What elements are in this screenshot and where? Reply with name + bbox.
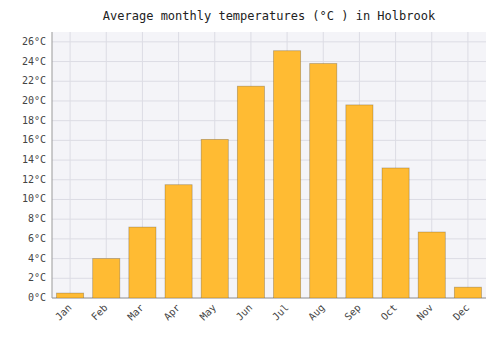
- chart-title: Average monthly temperatures (°C ) in Ho…: [103, 9, 436, 23]
- y-tick-label: 4°C: [28, 253, 46, 264]
- y-tick-label: 18°C: [22, 115, 46, 126]
- x-grid-line: [70, 32, 71, 298]
- y-grid-line: [52, 160, 486, 161]
- y-grid-line: [52, 61, 486, 62]
- y-grid-line: [52, 199, 486, 200]
- y-tick-label: 12°C: [22, 174, 46, 185]
- x-tick-label: Feb: [89, 302, 110, 323]
- y-grid-line: [52, 179, 486, 180]
- x-tick-label: Oct: [379, 302, 400, 323]
- y-tick-label: 14°C: [22, 154, 46, 165]
- y-grid-line: [52, 81, 486, 82]
- x-tick-label: Aug: [306, 302, 327, 323]
- y-tick-label: 26°C: [22, 36, 46, 47]
- y-tick-label: 6°C: [28, 233, 46, 244]
- bar: [93, 259, 120, 298]
- x-tick-label: Sep: [342, 302, 363, 323]
- bar: [454, 287, 481, 298]
- x-tick-label: Nov: [415, 302, 436, 323]
- bar: [57, 293, 84, 298]
- axes: 0°C 2°C 4°C 6°C 8°C 10°C 12°C 14°C 16°C 18°C 20°C 2…: [22, 32, 486, 322]
- y-axis-line: [52, 32, 53, 298]
- x-tick-label: Mar: [125, 302, 146, 323]
- x-tick-label: May: [198, 302, 219, 323]
- bar: [201, 139, 228, 298]
- x-tick-label: Dec: [451, 302, 472, 323]
- x-tick-label: Apr: [162, 302, 183, 323]
- chart-container: 0°C 2°C 4°C 6°C 8°C 10°C 12°C 14°C 16°C 18°C 20°C 2…: [0, 0, 500, 350]
- bar: [237, 86, 264, 298]
- x-grid-line: [467, 32, 468, 298]
- y-grid-line: [52, 219, 486, 220]
- y-tick-label: 2°C: [28, 272, 46, 283]
- y-grid-line: [52, 140, 486, 141]
- y-tick-label: 16°C: [22, 134, 46, 145]
- x-grid-line: [106, 32, 107, 298]
- x-tick-label: Jun: [234, 302, 255, 323]
- bar: [382, 168, 409, 298]
- y-tick-label: 0°C: [28, 292, 46, 303]
- x-tick-label: Jan: [53, 302, 74, 323]
- y-grid-line: [52, 100, 486, 101]
- y-tick-label: 8°C: [28, 213, 46, 224]
- y-grid-line: [52, 41, 486, 42]
- chart-svg: 0°C 2°C 4°C 6°C 8°C 10°C 12°C 14°C 16°C 18°C 20°C 2…: [0, 0, 500, 350]
- bar: [418, 232, 445, 298]
- bar: [274, 51, 301, 298]
- grid: [52, 32, 486, 298]
- y-tick-label: 24°C: [22, 56, 46, 67]
- y-tick-label: 20°C: [22, 95, 46, 106]
- y-tick-label: 22°C: [22, 75, 46, 86]
- x-tick-label: Jul: [270, 302, 291, 323]
- bar: [346, 105, 373, 298]
- y-grid-line: [52, 120, 486, 121]
- bar: [129, 227, 156, 298]
- bar: [310, 64, 337, 298]
- bars: [57, 51, 482, 298]
- plot-area: [52, 32, 486, 298]
- y-tick-label: 10°C: [22, 193, 46, 204]
- bar: [165, 185, 192, 298]
